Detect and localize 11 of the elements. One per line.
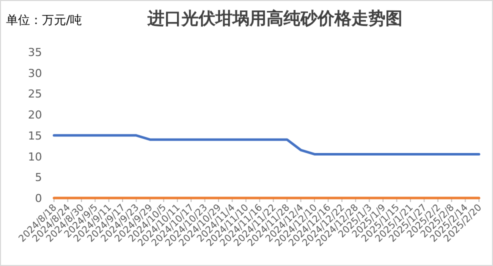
y-tick-label: 30 [28, 66, 42, 80]
y-tick-label: 20 [28, 108, 42, 122]
line-series [52, 134, 480, 156]
y-axis-title: 单位：万元/吨 [6, 13, 82, 27]
y-tick-label: 10 [28, 150, 42, 164]
y-tick-label: 5 [35, 171, 42, 184]
y-tick-label: 35 [28, 46, 42, 59]
y-tick-label: 25 [28, 88, 42, 101]
y-tick-label: 0 [35, 192, 42, 205]
chart-title: 进口光伏坩埚用高纯砂价格走势图 [146, 9, 402, 29]
y-tick-label: 15 [28, 129, 42, 142]
